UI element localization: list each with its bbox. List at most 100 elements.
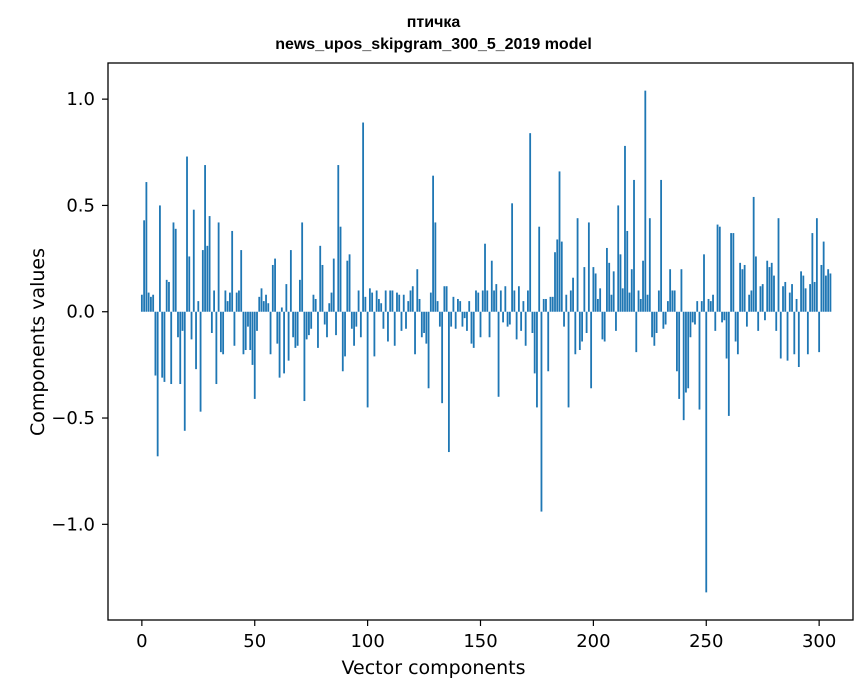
bar-160 <box>502 311 504 323</box>
bar-192 <box>574 311 577 355</box>
bar-112 <box>393 311 396 346</box>
bar-96 <box>357 290 360 312</box>
bar-127 <box>427 311 430 389</box>
bar-29 <box>206 245 209 312</box>
bar-17 <box>179 311 182 385</box>
bar-124 <box>420 311 423 338</box>
bar-105 <box>378 298 380 312</box>
bar-171 <box>527 290 529 312</box>
bar-206 <box>606 247 608 312</box>
bar-220 <box>637 290 640 312</box>
bar-113 <box>396 292 398 312</box>
bar-81 <box>323 311 326 325</box>
bar-104 <box>375 290 378 312</box>
bar-218 <box>633 179 635 312</box>
bar-78 <box>317 311 319 348</box>
bar-145 <box>468 301 471 312</box>
bar-305 <box>829 273 832 312</box>
bar-16 <box>177 311 179 338</box>
bar-264 <box>736 311 739 355</box>
bar-13 <box>170 311 173 385</box>
bar-2 <box>145 182 148 312</box>
bar-45 <box>242 311 245 355</box>
bar-131 <box>436 301 439 312</box>
bar-304 <box>827 269 830 312</box>
bar-26 <box>199 311 202 412</box>
bar-33 <box>215 311 218 385</box>
bar-221 <box>639 298 642 312</box>
bar-279 <box>770 262 773 312</box>
bar-252 <box>709 301 712 312</box>
bar-249 <box>703 254 705 312</box>
bar-79 <box>319 245 322 312</box>
bar-231 <box>662 311 665 329</box>
bar-182 <box>551 296 554 312</box>
bar-235 <box>671 290 674 312</box>
bar-110 <box>389 290 392 312</box>
bar-86 <box>335 311 337 336</box>
bar-276 <box>764 311 766 321</box>
bar-59 <box>274 258 276 312</box>
bar-91 <box>346 260 349 312</box>
bar-301 <box>820 264 823 312</box>
bar-282 <box>777 218 780 312</box>
bar-107 <box>382 311 385 329</box>
bar-208 <box>610 294 613 312</box>
bar-207 <box>608 262 611 312</box>
bar-278 <box>768 267 771 312</box>
bar-271 <box>752 196 755 312</box>
bar-64 <box>285 284 288 312</box>
bar-87 <box>337 165 340 312</box>
bar-274 <box>759 286 762 312</box>
y-tick-label-0: 1.0 <box>66 89 95 110</box>
bar-67 <box>292 311 295 338</box>
bar-120 <box>411 286 414 312</box>
x-tick-label-1: 50 <box>243 631 266 652</box>
bar-224 <box>646 294 649 312</box>
bar-273 <box>757 311 760 331</box>
bar-80 <box>321 264 324 312</box>
bar-296 <box>809 284 812 312</box>
bar-128 <box>429 292 432 312</box>
bar-180 <box>547 311 550 372</box>
bar-204 <box>601 311 604 340</box>
bar-283 <box>779 311 782 359</box>
bar-136 <box>447 311 450 453</box>
bar-219 <box>635 311 638 353</box>
bar-139 <box>454 311 457 329</box>
bar-106 <box>380 303 383 312</box>
bar-108 <box>384 290 387 312</box>
bar-240 <box>682 311 685 421</box>
bar-297 <box>811 233 814 312</box>
bar-99 <box>364 296 367 312</box>
bar-228 <box>655 311 658 333</box>
y-tick-label-3: −0.5 <box>51 408 95 429</box>
bar-50 <box>253 311 256 399</box>
bar-238 <box>678 311 681 399</box>
bar-244 <box>691 311 694 323</box>
bar-173 <box>531 311 534 333</box>
bar-292 <box>800 271 802 312</box>
bar-302 <box>822 241 825 312</box>
bar-51 <box>256 311 258 331</box>
axes-frame <box>107 62 854 621</box>
bar-288 <box>791 284 793 312</box>
bar-119 <box>409 290 412 312</box>
bar-57 <box>269 311 272 355</box>
bar-70 <box>298 279 301 312</box>
bar-47 <box>247 311 249 327</box>
bar-93 <box>350 311 353 329</box>
bar-232 <box>664 311 667 325</box>
bar-134 <box>443 286 446 312</box>
bar-125 <box>423 311 425 333</box>
bar-121 <box>414 311 416 355</box>
bar-210 <box>615 311 617 331</box>
bar-74 <box>308 311 310 336</box>
bar-164 <box>511 203 514 312</box>
bar-147 <box>472 311 475 348</box>
bar-285 <box>784 281 787 312</box>
bar-211 <box>617 205 620 312</box>
x-tick-label-5: 250 <box>689 631 723 652</box>
bar-72 <box>303 311 306 402</box>
